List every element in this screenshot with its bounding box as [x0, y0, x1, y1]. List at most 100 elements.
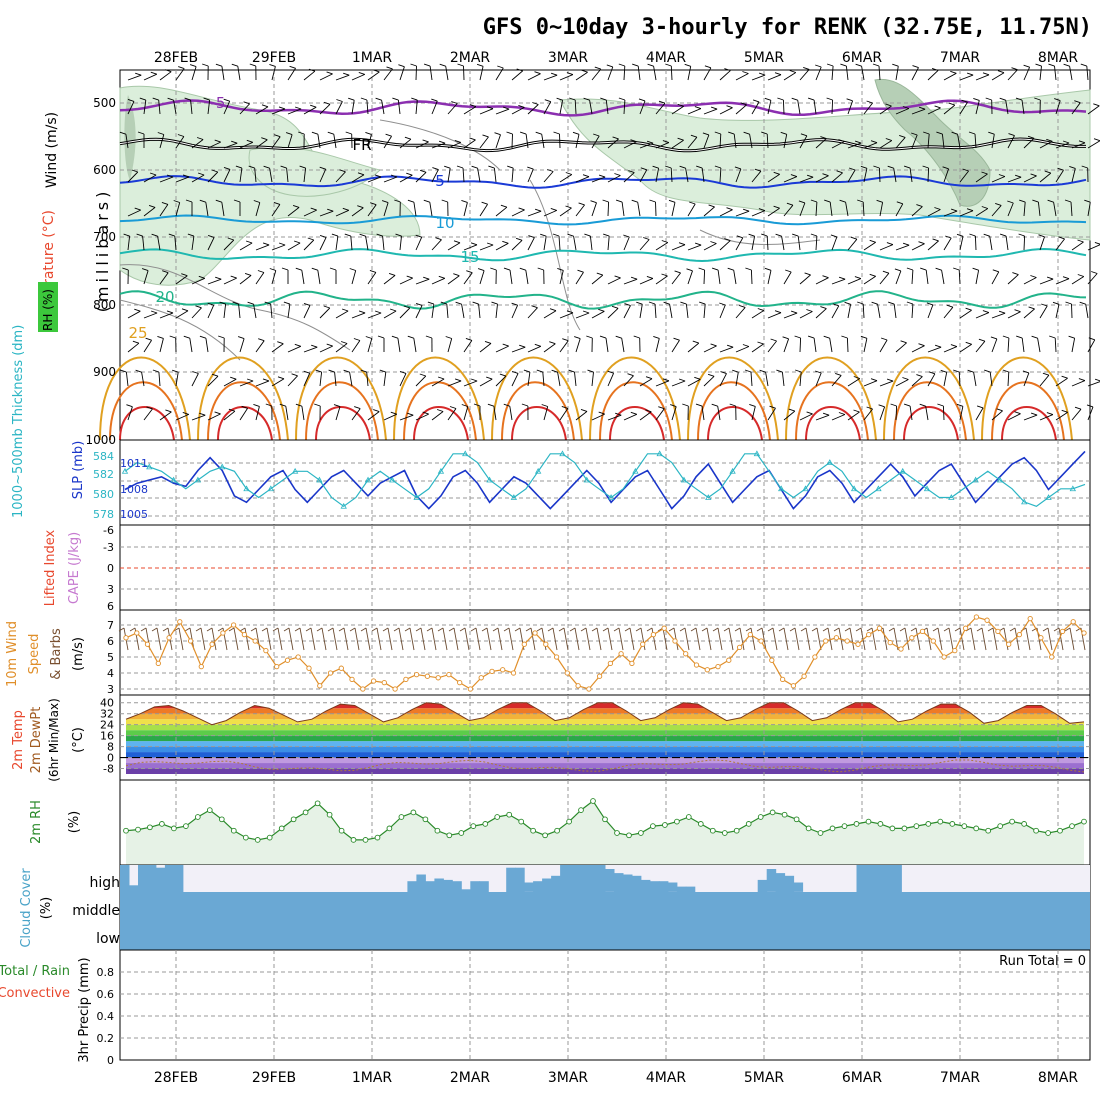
high-cloud-bar: [138, 865, 148, 892]
wind-barb-flag: [1012, 68, 1018, 70]
wind10-point: [275, 664, 279, 668]
high-cloud-bar: [614, 873, 624, 892]
tick-label: 1011: [120, 457, 148, 470]
wind10-point: [565, 671, 569, 675]
rh2m-point: [291, 817, 296, 822]
isotherm-label: FR: [352, 136, 371, 154]
rh2m-point: [770, 810, 775, 815]
top-date-label: 28FEB: [154, 50, 198, 66]
rh2m-point: [830, 826, 835, 831]
cloud-unit-label: (%): [39, 897, 54, 920]
wind-barb: [847, 338, 848, 352]
wind10-label: 10m Wind: [5, 621, 20, 687]
rh2m-point: [219, 817, 224, 822]
high-cloud-bar: [874, 865, 884, 892]
wind-barb-flag: [705, 66, 711, 68]
wind10-point: [587, 687, 591, 691]
wind-barb-flag: [827, 64, 833, 66]
high-cloud-bar: [533, 881, 543, 892]
wind10-point: [684, 652, 688, 656]
millibars-label: (millibars): [93, 188, 112, 313]
tick-label: 582: [93, 468, 114, 481]
temp-band: [120, 719, 1090, 724]
isotherm-label: 15: [460, 248, 479, 266]
rh2m-point: [938, 819, 943, 824]
wind-barb-flag: [892, 64, 898, 66]
wind10-point: [630, 661, 634, 665]
high-cloud-bar: [524, 883, 534, 892]
minmax-label: (6hr Min/Max): [47, 698, 61, 782]
wind10-point: [350, 677, 354, 681]
rh2m-point: [255, 838, 260, 843]
high-cloud-bar: [560, 865, 570, 892]
wind-barb: [800, 338, 801, 352]
wind10-point: [694, 663, 698, 667]
wind10-point: [393, 687, 397, 691]
wind10-point: [361, 687, 365, 691]
wind-barb-flag: [290, 66, 296, 68]
wind10-point: [996, 629, 1000, 633]
high-cloud-bar: [677, 887, 687, 892]
high-cloud-bar: [156, 868, 166, 892]
wind10-point: [1017, 632, 1021, 636]
wind-barb-flag: [1095, 242, 1100, 244]
high-cloud-bar: [668, 883, 678, 892]
rh2m-point: [794, 817, 799, 822]
isotherm-label: 25: [128, 324, 147, 342]
rh2m-point: [1010, 819, 1015, 824]
wind10-point: [328, 671, 332, 675]
wind10-point: [716, 664, 720, 668]
wind-barb-flag: [1095, 379, 1100, 381]
high-cloud-bar: [434, 879, 444, 893]
top-date-label: 8MAR: [1038, 50, 1079, 66]
wind10-point: [953, 648, 957, 652]
rh2m-point: [243, 835, 248, 840]
wind10-point: [824, 639, 828, 643]
high-cloud-bar: [461, 889, 471, 892]
wind10-point: [1039, 636, 1043, 640]
wind10-point: [554, 655, 558, 659]
tick-label: 900: [93, 365, 116, 379]
cloud-cover-label: Cloud Cover: [19, 868, 34, 948]
wind10-point: [264, 648, 268, 652]
wind10-point: [727, 658, 731, 662]
wind-barb-flag: [216, 64, 222, 66]
cloud-middle-label: middle: [72, 903, 120, 919]
top-date-label: 5MAR: [744, 50, 785, 66]
wind10-point: [468, 687, 472, 691]
tick-label: 580: [93, 488, 114, 501]
wind10-point: [210, 642, 214, 646]
wind-barb: [512, 134, 513, 148]
high-cloud-bar: [605, 869, 615, 892]
precip-convective-label: Convective: [0, 986, 70, 1001]
temp-band: [120, 708, 1090, 713]
wind10-point: [1028, 616, 1032, 620]
rh2m-point: [950, 822, 955, 827]
bottom-date-label: 5MAR: [744, 1070, 785, 1086]
high-cloud-bar: [892, 865, 902, 892]
wind-barb: [832, 100, 833, 114]
rh2m-point: [148, 825, 153, 830]
wind-barb-flag: [1081, 64, 1087, 66]
tick-label: 600: [93, 163, 116, 177]
temp-band: [120, 725, 1090, 730]
high-cloud-bar: [883, 865, 893, 892]
rh2m-panel: 2m RH (%): [29, 780, 1090, 865]
tick-label: 1005: [120, 508, 148, 521]
rh2m-point: [423, 817, 428, 822]
lifted-index-label: Lifted Index: [43, 529, 58, 606]
rh2m-point: [603, 817, 608, 822]
wind10-point: [318, 684, 322, 688]
rh2m-point: [555, 828, 560, 833]
rh2m-point: [459, 831, 464, 836]
run-total: Run Total = 0: [999, 954, 1086, 969]
rh2m-point: [387, 826, 392, 831]
tick-label: 6: [107, 635, 114, 648]
temp2m-unit-label: (°C): [71, 727, 86, 753]
rh2m-point: [1034, 828, 1039, 833]
wind-barb: [896, 406, 897, 420]
